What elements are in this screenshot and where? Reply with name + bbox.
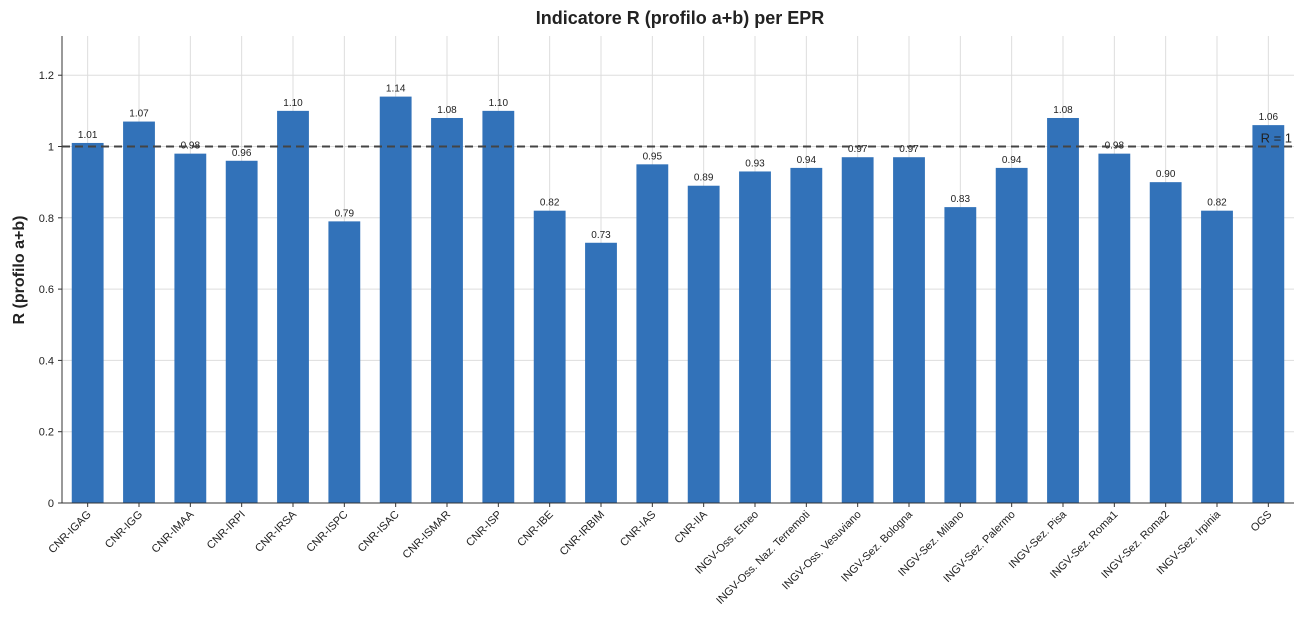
x-tick-label: CNR-ISMAR [401,509,454,562]
bar [790,167,823,503]
y-tick-label: 1.2 [39,70,54,82]
value-label: 0.98 [181,141,201,152]
value-label: 0.98 [1105,141,1125,152]
bar [123,121,155,503]
x-tick-label: CNR-ISAC [356,509,402,555]
value-label: 0.89 [694,173,714,184]
bar [1047,117,1079,503]
bar [841,157,874,503]
bar [739,171,771,504]
value-label: 1.08 [1053,105,1073,116]
value-label: 0.97 [848,144,868,155]
x-tick-label: CNR-IRBIM [558,509,608,559]
bar [893,157,925,503]
bar [944,207,977,503]
x-tick-label: CNR-IAS [618,509,658,549]
bar [174,153,207,503]
y-tick-label: 0.8 [39,213,54,225]
bar [1201,210,1233,503]
bar [277,110,309,503]
value-label: 0.94 [797,155,817,166]
value-label: 1.08 [437,105,457,116]
x-tick-label: CNR-ISP [464,509,504,549]
value-label: 0.73 [591,230,611,241]
bar [225,160,258,503]
x-tick-label: CNR-IMAA [150,508,197,555]
value-label: 0.96 [232,148,252,159]
y-tick-label: 0 [48,498,54,510]
value-label: 1.14 [386,84,406,95]
x-tick-label: OGS [1249,509,1275,535]
bar [687,185,720,503]
value-label: 0.90 [1156,169,1176,180]
y-axis-label: R (profilo a+b) [11,216,28,325]
value-label: 1.07 [129,109,149,120]
bar [585,242,617,503]
value-label: 1.10 [283,98,303,109]
value-label: 0.82 [1207,198,1227,209]
bar [1098,153,1131,503]
bar [482,110,515,503]
x-tick-label: CNR-IGAG [46,509,93,556]
value-label: 0.97 [899,144,919,155]
bar [636,164,669,503]
y-tick-label: 0.4 [39,355,54,367]
y-tick-label: 0.6 [39,284,54,296]
bar [431,117,463,503]
value-label: 0.82 [540,198,560,209]
bar [1252,125,1285,504]
value-label: 0.93 [745,158,765,169]
bar [533,210,566,503]
chart-title: Indicatore R (profilo a+b) per EPR [536,8,825,28]
y-tick-label: 0.2 [39,427,54,439]
y-tick-label: 1 [48,142,54,154]
value-label: 0.83 [951,194,971,205]
value-label: 1.10 [489,98,509,109]
value-label: 1.06 [1259,112,1279,123]
x-tick-label: INGV-Oss. Naz. Terremoti [714,509,812,607]
reference-label: R = 1 [1261,131,1292,146]
value-label: 1.01 [78,130,98,141]
bar [328,221,361,504]
x-tick-label: CNR-IGG [103,509,145,551]
value-label: 0.79 [335,208,355,219]
x-tick-label: CNR-IRSA [253,508,300,555]
x-tick-label: CNR-IIA [672,508,710,546]
x-tick-label: CNR-ISPC [304,509,350,555]
bar [995,167,1028,503]
bar [71,142,104,503]
bar [379,96,412,503]
value-label: 0.94 [1002,155,1022,166]
x-tick-label: CNR-IBE [515,509,555,549]
value-label: 0.95 [643,151,663,162]
bar [1149,182,1182,503]
x-tick-label: CNR-IRPI [205,509,248,552]
